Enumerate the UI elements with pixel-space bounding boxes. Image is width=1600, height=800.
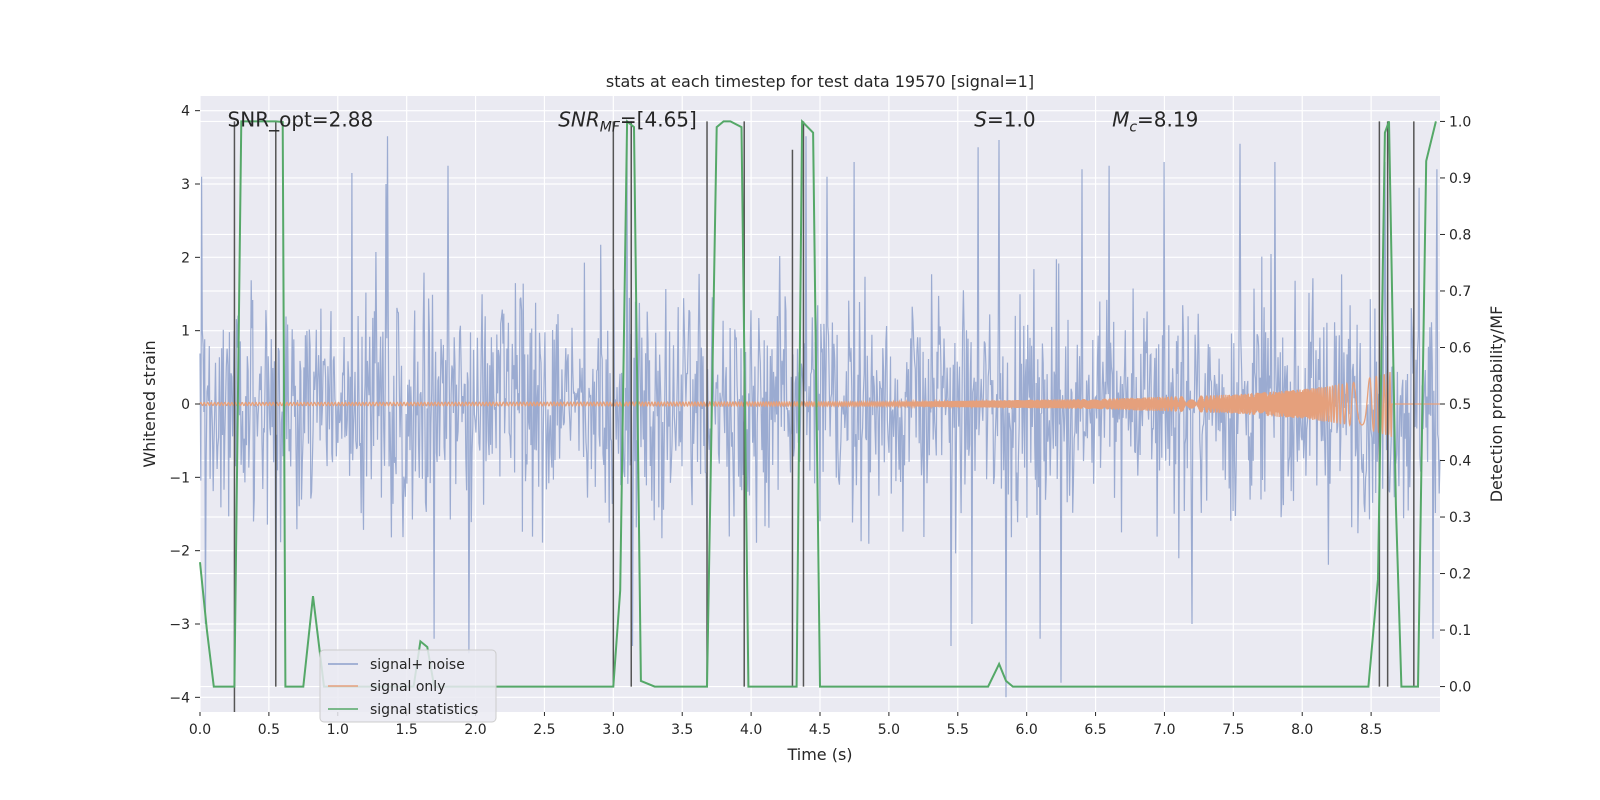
legend-label-signal-statistics: signal statistics [370, 702, 478, 718]
x-tick-label-9: 4.5 [809, 722, 831, 738]
series-signal-only [199, 371, 1440, 437]
x-tick-label-1: 0.5 [258, 722, 280, 738]
x-tick-label-3: 1.5 [396, 722, 418, 738]
x-tick-label-16: 8.0 [1291, 722, 1313, 738]
x-tick-label-10: 5.0 [878, 722, 900, 738]
series-signal-statistics [199, 118, 1437, 688]
series-signal-noise [199, 136, 1441, 698]
y-tick-label-3: −1 [169, 470, 190, 486]
x-tick-label-8: 4.0 [740, 722, 762, 738]
y2-tick-label-4: 0.4 [1449, 454, 1471, 470]
y-tick-label-6: 2 [181, 250, 190, 266]
x-tick-label-4: 2.0 [464, 722, 486, 738]
annotation-s-val: S=1.0 [974, 107, 1035, 131]
annotation-snr-mf: SNRMF=[4.65] [558, 107, 697, 135]
legend-box [319, 649, 497, 723]
x-tick-label-5: 2.5 [533, 722, 555, 738]
x-axis-ticks: 0.0 0.5 1.0 1.5 2.0 2.5 3.0 3.5 4.0 4.5 5.0 5.5 6.0 6… [189, 712, 1382, 738]
legend-label-signal-only: signal only [370, 679, 445, 695]
x-axis-label: Time (s) [786, 745, 852, 764]
annotation-mc-val: Mc=8.19 [1112, 107, 1198, 135]
y2-tick-label-9: 0.9 [1449, 171, 1471, 187]
y2-axis-label: Detection probability/MF [1487, 306, 1506, 503]
y-tick-label-8: 4 [181, 104, 190, 120]
y2-tick-label-10: 1.0 [1449, 114, 1471, 130]
y-tick-label-7: 3 [181, 177, 190, 193]
y2-tick-label-3: 0.3 [1449, 510, 1471, 526]
y2-tick-label-2: 0.2 [1449, 567, 1471, 583]
annotation-snr-opt: SNR_opt=2.88 [228, 107, 374, 131]
y2-tick-label-5: 0.5 [1449, 397, 1471, 413]
vertical-markers [233, 121, 1415, 712]
y-axis-left-ticks: −4 −3 −2 −1 0 1 2 3 4 [169, 104, 200, 706]
legend: signal+ noise signal only signal statist… [319, 649, 497, 723]
x-tick-label-12: 6.0 [1016, 722, 1038, 738]
chart-title: stats at each timestep for test data 195… [606, 72, 1034, 91]
y2-tick-label-1: 0.1 [1449, 623, 1471, 639]
signal-only-line [199, 371, 1440, 437]
annotations: SNR_opt=2.88 SNRMF=[4.65] S=1.0 Mc=8.19 [228, 107, 1199, 135]
x-tick-label-13: 6.5 [1084, 722, 1106, 738]
x-tick-label-14: 7.0 [1153, 722, 1175, 738]
legend-label-signal-noise: signal+ noise [370, 657, 465, 673]
x-tick-label-6: 3.0 [602, 722, 624, 738]
y-tick-label-0: −4 [169, 690, 190, 706]
y2-tick-label-8: 0.8 [1449, 227, 1471, 243]
x-tick-label-17: 8.5 [1360, 722, 1382, 738]
y-axis-right-ticks: 0.0 0.1 0.2 0.3 0.4 0.5 0.6 0.7 0.8 0.9 1.0 [1440, 114, 1471, 696]
y-tick-label-1: −3 [169, 617, 190, 633]
x-tick-label-2: 1.0 [327, 722, 349, 738]
x-tick-label-0: 0.0 [189, 722, 211, 738]
y-tick-label-5: 1 [181, 324, 190, 340]
y2-tick-label-7: 0.7 [1449, 284, 1471, 300]
y2-tick-label-0: 0.0 [1449, 680, 1471, 696]
y-axis-label: Whitened strain [140, 340, 159, 467]
y-tick-label-2: −2 [169, 544, 190, 560]
signal-statistics-line [199, 118, 1437, 688]
y-tick-label-4: 0 [181, 397, 190, 413]
x-tick-label-7: 3.5 [671, 722, 693, 738]
x-tick-label-15: 7.5 [1222, 722, 1244, 738]
y2-tick-label-6: 0.6 [1449, 340, 1471, 356]
signal-noise-line [199, 136, 1441, 698]
x-tick-label-11: 5.5 [947, 722, 969, 738]
